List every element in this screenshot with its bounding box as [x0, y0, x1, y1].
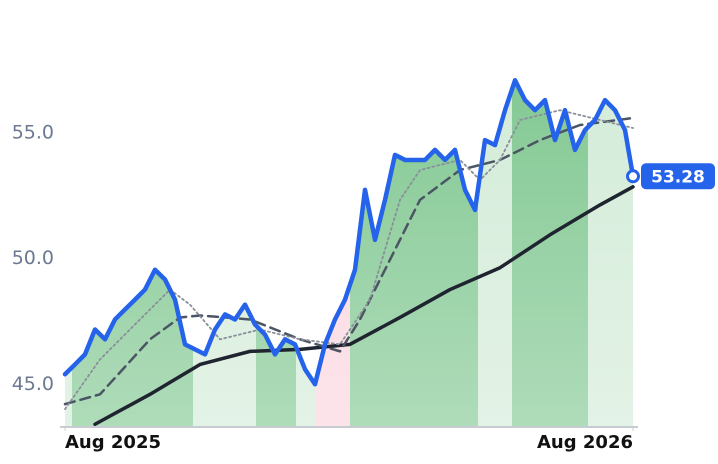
x-tick-label: Aug 2026	[537, 432, 633, 453]
band-fade	[296, 346, 316, 427]
y-tick-label: 50.0	[12, 247, 54, 269]
band-fade	[316, 284, 350, 427]
x-tick-label: Aug 2025	[65, 432, 161, 453]
moving-average-line	[93, 185, 635, 426]
y-tick-label: 55.0	[12, 122, 54, 144]
band-fade	[588, 100, 633, 427]
last-value-badge	[641, 163, 715, 190]
price-line	[62, 78, 636, 387]
band-fade	[512, 80, 588, 427]
moving-average-line	[63, 116, 635, 406]
band-fade	[65, 367, 72, 427]
last-point	[626, 169, 640, 184]
last-value-label: 53.28	[651, 167, 705, 187]
y-tick-label: 45.0	[12, 373, 54, 395]
